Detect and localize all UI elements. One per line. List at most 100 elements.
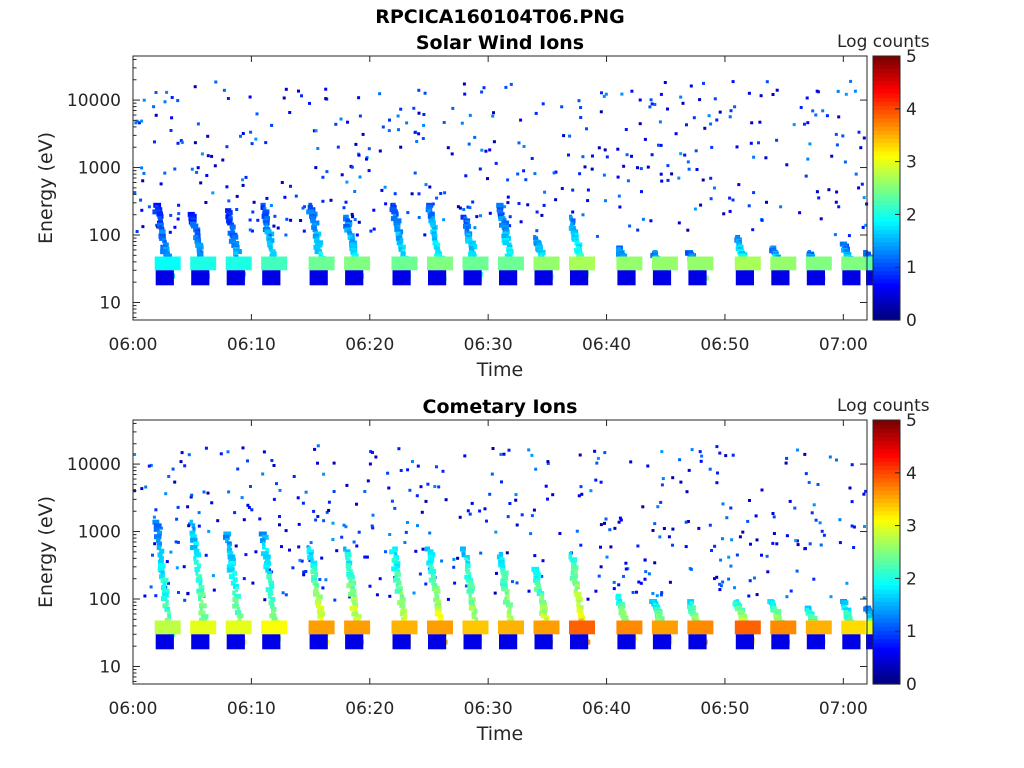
noise-pixel <box>589 489 593 493</box>
noise-pixel <box>571 188 575 192</box>
colorbar-segment <box>873 618 900 623</box>
noise-pixel <box>684 545 688 549</box>
panel-title-cometary: Cometary Ions <box>422 396 578 418</box>
noise-pixel <box>534 111 538 115</box>
noise-pixel <box>492 140 496 144</box>
low-energy-tail <box>806 270 825 286</box>
noise-pixel <box>312 129 316 133</box>
burst-cell <box>393 560 401 566</box>
noise-pixel <box>698 450 702 454</box>
noise-pixel <box>659 500 663 504</box>
burst-cell <box>157 541 162 547</box>
burst-cell <box>468 600 474 606</box>
burst-cell <box>391 557 398 563</box>
noise-pixel <box>159 182 163 186</box>
noise-pixel <box>170 96 174 99</box>
noise-pixel <box>135 230 139 233</box>
noise-pixel <box>375 593 379 597</box>
noise-pixel <box>366 479 370 483</box>
noise-pixel <box>325 170 329 174</box>
noise-pixel <box>708 467 712 471</box>
noise-pixel <box>406 521 409 524</box>
noise-pixel <box>175 566 179 570</box>
noise-pixel <box>771 93 775 96</box>
burst-cell <box>500 570 509 576</box>
burst-cell <box>467 583 475 589</box>
noise-pixel <box>568 134 572 138</box>
burst-cell <box>167 614 171 620</box>
colorbar-frame <box>872 55 901 321</box>
noise-pixel <box>532 508 536 512</box>
noise-pixel <box>803 547 807 551</box>
noise-pixel <box>187 524 191 528</box>
noise-pixel <box>367 169 371 173</box>
noise-pixel <box>713 577 716 581</box>
burst-cell <box>501 575 509 581</box>
noise-pixel <box>471 200 475 204</box>
noise-pixel <box>358 114 362 118</box>
noise-pixel <box>339 117 343 121</box>
noise-pixel <box>622 164 626 168</box>
low-energy-band <box>569 256 595 271</box>
noise-pixel <box>468 512 472 516</box>
low-energy-tail <box>345 270 364 286</box>
burst-cell <box>394 571 401 577</box>
noise-pixel <box>511 580 514 584</box>
noise-pixel <box>624 567 628 571</box>
burst-cell <box>307 555 314 560</box>
noise-pixel <box>653 561 657 565</box>
colorbar-segment <box>873 262 900 267</box>
noise-pixel <box>671 543 674 547</box>
noise-pixel <box>554 170 558 174</box>
noise-pixel <box>670 172 674 176</box>
noise-pixel <box>552 171 556 175</box>
spectrogram-1 <box>133 444 891 650</box>
burst-cell <box>572 581 580 587</box>
x-tick-label: 06:40 <box>582 699 631 719</box>
noise-pixel <box>760 218 764 222</box>
noise-pixel <box>417 216 421 219</box>
burst-cell <box>431 574 437 580</box>
noise-pixel <box>246 503 250 507</box>
noise-pixel <box>795 539 799 543</box>
noise-pixel <box>300 559 304 563</box>
noise-pixel <box>468 113 472 117</box>
noise-pixel <box>149 585 153 589</box>
burst-cell <box>346 571 354 577</box>
noise-pixel <box>351 215 355 219</box>
noise-pixel <box>799 106 803 109</box>
burst-cell <box>269 613 277 619</box>
noise-pixel <box>206 154 210 158</box>
y-tick-label: 10000 <box>67 91 121 111</box>
noise-pixel <box>814 518 818 522</box>
noise-pixel <box>173 225 177 229</box>
noise-pixel <box>808 142 812 146</box>
burst-cell <box>570 570 575 576</box>
noise-pixel <box>467 142 471 146</box>
noise-pixel <box>204 446 208 450</box>
noise-pixel <box>520 513 524 517</box>
noise-pixel <box>419 485 423 489</box>
burst-cell <box>231 234 239 240</box>
noise-pixel <box>599 110 603 114</box>
noise-pixel <box>363 490 367 493</box>
noise-pixel <box>235 208 239 211</box>
low-energy-band <box>687 256 714 271</box>
noise-pixel <box>480 148 484 152</box>
noise-pixel <box>699 203 703 207</box>
noise-pixel <box>653 103 657 106</box>
colorbar-tick-label: 2 <box>906 205 917 225</box>
noise-pixel <box>644 570 648 574</box>
burst-cell <box>350 586 355 591</box>
noise-pixel <box>327 500 331 504</box>
burst-cell <box>312 591 320 597</box>
noise-pixel <box>331 521 335 525</box>
noise-pixel <box>731 198 735 202</box>
noise-pixel <box>239 134 242 138</box>
noise-pixel <box>699 459 703 463</box>
low-energy-tail <box>463 270 482 286</box>
noise-pixel <box>713 97 717 101</box>
burst-cell <box>349 569 353 575</box>
noise-pixel <box>724 454 728 458</box>
low-energy-tail <box>842 270 861 286</box>
